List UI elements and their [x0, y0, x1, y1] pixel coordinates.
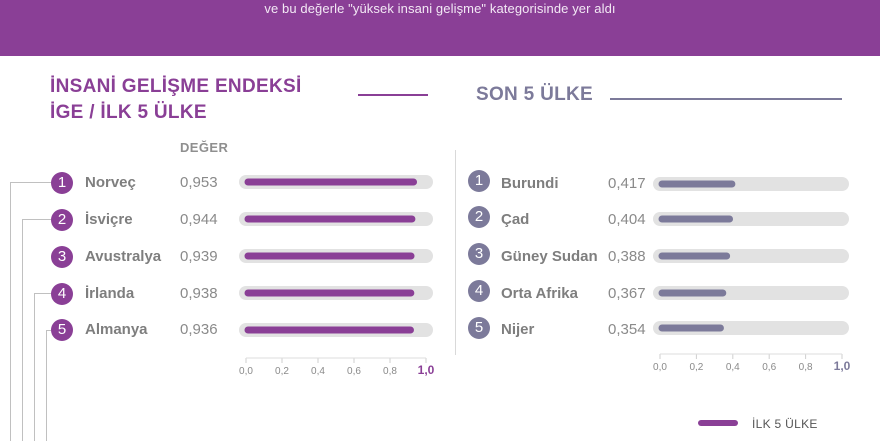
country-label: Avustralya — [85, 248, 162, 265]
chart-title-top5: İNSANİ GELİŞME ENDEKSİ İGE / İLK 5 ÜLKE — [50, 74, 302, 126]
x-tick-label: 1,0 — [834, 359, 851, 373]
x-tick-label: 0,8 — [799, 362, 813, 373]
x-tick-label: 0,2 — [689, 362, 703, 373]
bracket-line-4 — [46, 330, 51, 441]
rank-badge: 5 — [468, 317, 490, 339]
bracket-line-1 — [10, 182, 51, 441]
legend-swatch-top5 — [698, 420, 738, 426]
country-label: Almanya — [85, 321, 148, 338]
x-tick-label: 0,4 — [726, 362, 740, 373]
chart-title-bottom5: SON 5 ÜLKE — [476, 84, 594, 105]
rank-badge: 4 — [51, 283, 73, 305]
value-label: 0,388 — [608, 248, 646, 265]
country-label: Güney Sudan — [501, 248, 598, 265]
x-tick-label: 0,0 — [239, 366, 253, 377]
value-label: 0,354 — [608, 321, 646, 338]
country-label: İrlanda — [85, 285, 135, 302]
value-label: 0,938 — [180, 285, 218, 302]
value-label: 0,944 — [180, 211, 218, 228]
rank-badge: 2 — [51, 209, 73, 231]
rank-badge: 2 — [468, 206, 490, 228]
country-label: Norveç — [85, 174, 136, 191]
value-label: 0,936 — [180, 321, 218, 338]
banner-subtitle: ve bu değerle "yüksek insani gelişme" ka… — [264, 1, 616, 16]
header-banner: ve bu değerle "yüksek insani gelişme" ka… — [0, 0, 880, 56]
bracket-line-2 — [22, 219, 51, 441]
bracket-line-3 — [34, 293, 51, 441]
rank-badge: 3 — [51, 246, 73, 268]
rank-badge: 1 — [51, 172, 73, 194]
country-label: Orta Afrika — [501, 285, 578, 302]
title-rule-left — [358, 94, 428, 96]
x-tick-label: 0,6 — [762, 362, 776, 373]
x-tick-label: 0,8 — [383, 366, 397, 377]
x-tick-label: 0,4 — [311, 366, 325, 377]
value-label: 0,939 — [180, 248, 218, 265]
value-label: 0,404 — [608, 211, 646, 228]
legend-label-top5: İLK 5 ÜLKE — [752, 417, 818, 431]
x-tick-label: 0,6 — [347, 366, 361, 377]
rank-badge: 5 — [51, 319, 73, 341]
value-label: 0,417 — [608, 175, 646, 192]
x-tick-label: 0,2 — [275, 366, 289, 377]
rank-badge: 3 — [468, 243, 490, 265]
country-label: İsviçre — [85, 211, 133, 228]
country-label: Burundi — [501, 175, 559, 192]
x-tick-label: 1,0 — [418, 363, 435, 377]
chart-subtitle: İGE / İLK 5 ÜLKE — [50, 102, 207, 123]
value-label: 0,367 — [608, 285, 646, 302]
value-label: 0,953 — [180, 174, 218, 191]
panel-divider — [455, 150, 456, 355]
value-column-header: DEĞER — [180, 140, 229, 155]
x-tick-label: 0,0 — [653, 362, 667, 373]
chart-title: İNSANİ GELİŞME ENDEKSİ — [50, 76, 302, 97]
rank-badge: 4 — [468, 280, 490, 302]
rank-badge: 1 — [468, 170, 490, 192]
title-rule-right — [610, 98, 842, 100]
country-label: Çad — [501, 211, 530, 228]
country-label: Nijer — [501, 321, 535, 338]
